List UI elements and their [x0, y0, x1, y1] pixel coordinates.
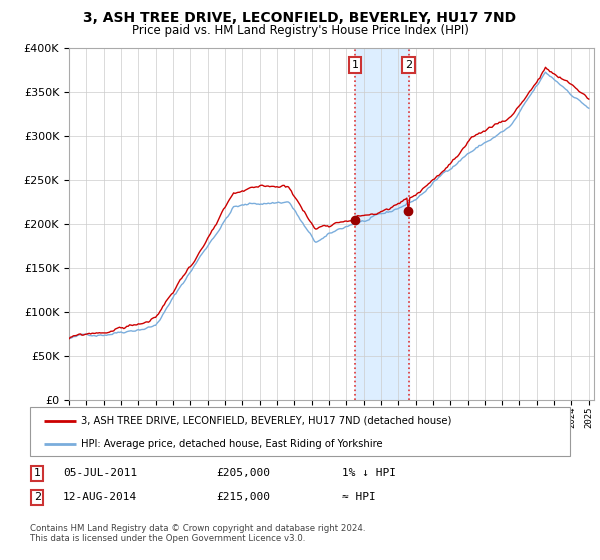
Text: £215,000: £215,000 — [216, 492, 270, 502]
Text: 1: 1 — [34, 468, 41, 478]
Text: 12-AUG-2014: 12-AUG-2014 — [63, 492, 137, 502]
Text: 1: 1 — [352, 60, 358, 70]
Text: 3, ASH TREE DRIVE, LECONFIELD, BEVERLEY, HU17 7ND (detached house): 3, ASH TREE DRIVE, LECONFIELD, BEVERLEY,… — [82, 416, 452, 426]
Text: 2: 2 — [34, 492, 41, 502]
Text: ≈ HPI: ≈ HPI — [342, 492, 376, 502]
Text: £205,000: £205,000 — [216, 468, 270, 478]
Text: 1% ↓ HPI: 1% ↓ HPI — [342, 468, 396, 478]
Text: Price paid vs. HM Land Registry's House Price Index (HPI): Price paid vs. HM Land Registry's House … — [131, 24, 469, 36]
FancyBboxPatch shape — [30, 407, 570, 456]
Text: HPI: Average price, detached house, East Riding of Yorkshire: HPI: Average price, detached house, East… — [82, 439, 383, 449]
Text: Contains HM Land Registry data © Crown copyright and database right 2024.
This d: Contains HM Land Registry data © Crown c… — [30, 524, 365, 543]
Text: 2: 2 — [405, 60, 412, 70]
Bar — [355, 48, 409, 400]
Text: 3, ASH TREE DRIVE, LECONFIELD, BEVERLEY, HU17 7ND: 3, ASH TREE DRIVE, LECONFIELD, BEVERLEY,… — [83, 11, 517, 25]
Text: 05-JUL-2011: 05-JUL-2011 — [63, 468, 137, 478]
